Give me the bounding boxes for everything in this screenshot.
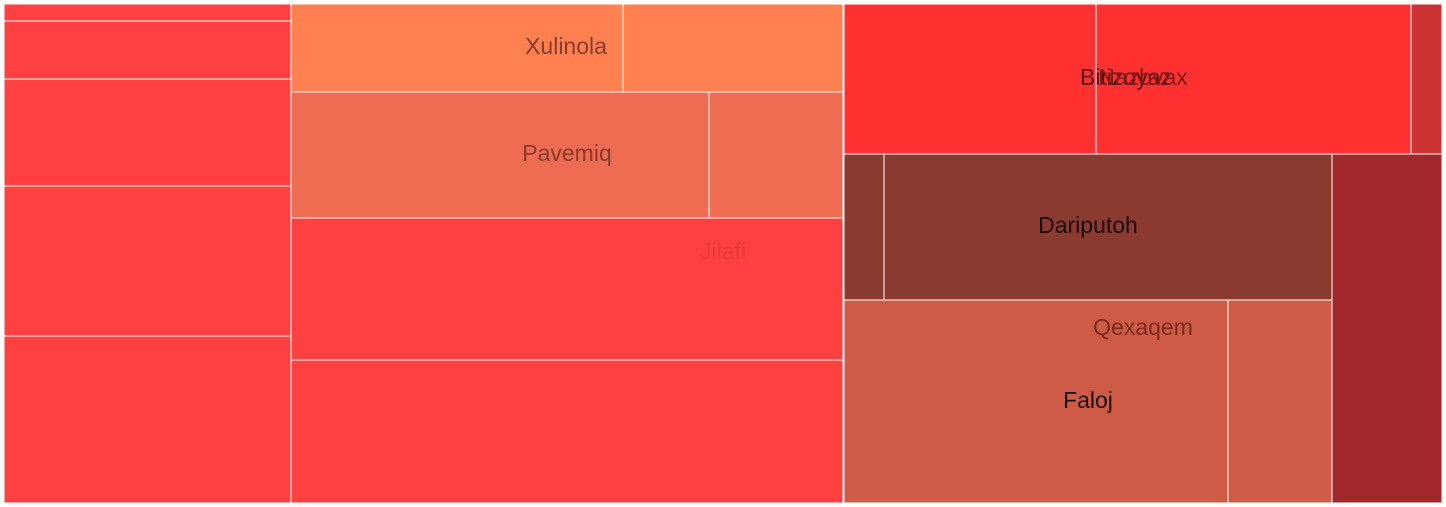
tile-label-qexaqem: Qexaqem [1093,314,1193,340]
treemap-tile[interactable] [3,335,292,504]
tile-label-jilafi: Jilafi [700,238,746,264]
treemap-tile-qexaqem[interactable] [843,299,1229,504]
treemap-tile[interactable] [1331,153,1443,504]
tile-label-pavemiq: Pavemiq [522,140,611,166]
treemap-tile-pavemiq[interactable] [290,91,710,219]
treemap-tile-bitizoyaz[interactable] [843,3,1097,155]
treemap-tile-dariputoh[interactable] [883,153,1333,301]
treemap-tile[interactable] [708,91,844,219]
treemap-tile-jilafi[interactable] [290,217,844,361]
treemap-tile[interactable] [1410,3,1443,155]
treemap-tile[interactable] [622,3,844,93]
treemap-tile-nazbvax[interactable] [1095,3,1412,155]
treemap-tile-faloj[interactable] [1227,299,1333,504]
tile-label-xulinola: Xulinola [525,33,607,59]
treemap-tile[interactable] [843,153,885,301]
treemap-tile-xulinola[interactable] [290,3,624,93]
tile-label-faloj: Faloj [1063,387,1113,413]
tile-label-dariputoh: Dariputoh [1038,212,1138,238]
treemap-tile[interactable] [3,20,292,80]
tile-label-nazbvax: Nazbvax [1098,64,1188,90]
treemap-tile[interactable] [3,78,292,187]
treemap-tile[interactable] [3,3,292,22]
tile-label-bitizoyaz: Bitizoyaz [1080,64,1172,90]
treemap-tile[interactable] [290,359,844,504]
treemap-tile[interactable] [3,185,292,337]
